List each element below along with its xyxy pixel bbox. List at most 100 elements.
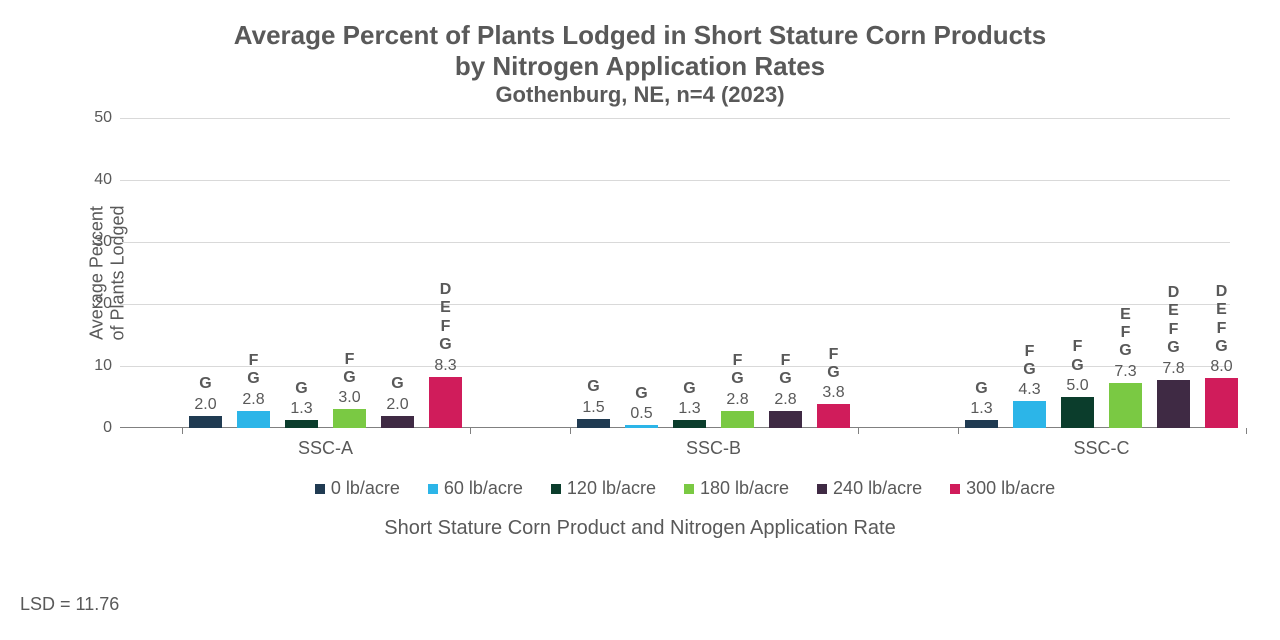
bar-value-label: 1.3 bbox=[678, 400, 700, 418]
legend-swatch bbox=[428, 484, 438, 494]
bar-value-label: 0.5 bbox=[630, 405, 652, 423]
bar: 2.0G bbox=[189, 416, 222, 428]
bar: 2.8F G bbox=[721, 411, 754, 428]
y-tick: 30 bbox=[94, 233, 112, 251]
y-axis: 01020304050 bbox=[85, 118, 120, 428]
group-label: SSC-B bbox=[686, 438, 741, 459]
bar-significance-letters: G bbox=[199, 375, 211, 393]
bar-value-label: 3.8 bbox=[822, 384, 844, 402]
bar-significance-letters: F G bbox=[827, 346, 839, 383]
bar-significance-letters: F G bbox=[247, 352, 259, 389]
legend-label: 180 lb/acre bbox=[700, 478, 789, 499]
y-tick: 20 bbox=[94, 295, 112, 313]
legend-swatch bbox=[817, 484, 827, 494]
bar: 1.3G bbox=[285, 420, 318, 428]
bar-value-label: 8.0 bbox=[1210, 358, 1232, 376]
grid-line bbox=[120, 118, 1230, 119]
bar-value-label: 2.8 bbox=[242, 391, 264, 409]
legend-swatch bbox=[551, 484, 561, 494]
title-block: Average Percent of Plants Lodged in Shor… bbox=[30, 20, 1250, 108]
bar: 3.0F G bbox=[333, 409, 366, 428]
legend-label: 0 lb/acre bbox=[331, 478, 400, 499]
bar: 0.5G bbox=[625, 425, 658, 428]
legend-label: 240 lb/acre bbox=[833, 478, 922, 499]
bar: 1.3G bbox=[673, 420, 706, 428]
chart-title-line1: Average Percent of Plants Lodged in Shor… bbox=[30, 20, 1250, 51]
bar-significance-letters: G bbox=[975, 380, 987, 398]
legend-label: 120 lb/acre bbox=[567, 478, 656, 499]
bar: 7.3E F G bbox=[1109, 383, 1142, 428]
bar-value-label: 5.0 bbox=[1066, 377, 1088, 395]
bar-significance-letters: G bbox=[635, 385, 647, 403]
legend-swatch bbox=[950, 484, 960, 494]
bar-value-label: 2.8 bbox=[726, 391, 748, 409]
bar-significance-letters: F G bbox=[779, 352, 791, 389]
legend-item: 240 lb/acre bbox=[817, 478, 922, 499]
bar-value-label: 1.3 bbox=[970, 400, 992, 418]
legend-item: 300 lb/acre bbox=[950, 478, 1055, 499]
bar-value-label: 2.8 bbox=[774, 391, 796, 409]
bar: 1.3G bbox=[965, 420, 998, 428]
bar-significance-letters: G bbox=[683, 380, 695, 398]
bar: 3.8F G bbox=[817, 404, 850, 428]
x-axis-title: Short Stature Corn Product and Nitrogen … bbox=[30, 517, 1250, 540]
bar: 1.5G bbox=[577, 419, 610, 428]
grid-line bbox=[120, 304, 1230, 305]
bar: 5.0F G bbox=[1061, 397, 1094, 428]
x-tick-mark bbox=[470, 428, 471, 434]
group-label: SSC-A bbox=[298, 438, 353, 459]
bar-significance-letters: G bbox=[295, 380, 307, 398]
x-tick-mark bbox=[958, 428, 959, 434]
lsd-text: LSD = 11.76 bbox=[20, 594, 119, 615]
legend-item: 180 lb/acre bbox=[684, 478, 789, 499]
bar: 2.8F G bbox=[769, 411, 802, 428]
bar: 8.3D E F G bbox=[429, 377, 462, 428]
legend-item: 60 lb/acre bbox=[428, 478, 523, 499]
bar-significance-letters: F G bbox=[1023, 343, 1035, 380]
y-tick: 10 bbox=[94, 357, 112, 375]
chart-container: Average Percent of Plants Lodged in Shor… bbox=[0, 0, 1280, 640]
bar-significance-letters: F G bbox=[343, 351, 355, 388]
grid-line bbox=[120, 242, 1230, 243]
bar-significance-letters: D E F G bbox=[439, 281, 451, 355]
bar-value-label: 1.5 bbox=[582, 399, 604, 417]
legend-swatch bbox=[315, 484, 325, 494]
bar-value-label: 8.3 bbox=[434, 357, 456, 375]
legend-label: 60 lb/acre bbox=[444, 478, 523, 499]
bar-significance-letters: D E F G bbox=[1167, 284, 1179, 358]
bar-value-label: 7.8 bbox=[1162, 360, 1184, 378]
y-tick: 0 bbox=[103, 419, 112, 437]
grid-line bbox=[120, 180, 1230, 181]
bar-significance-letters: D E F G bbox=[1215, 283, 1227, 357]
chart-title-line2: by Nitrogen Application Rates bbox=[30, 51, 1250, 82]
legend-label: 300 lb/acre bbox=[966, 478, 1055, 499]
chart-subtitle: Gothenburg, NE, n=4 (2023) bbox=[30, 82, 1250, 108]
bar: 2.0G bbox=[381, 416, 414, 428]
bar: 4.3F G bbox=[1013, 401, 1046, 428]
bar-value-label: 7.3 bbox=[1114, 363, 1136, 381]
legend-swatch bbox=[684, 484, 694, 494]
group-label: SSC-C bbox=[1073, 438, 1129, 459]
y-tick: 40 bbox=[94, 171, 112, 189]
bar-value-label: 1.3 bbox=[290, 400, 312, 418]
bar-significance-letters: G bbox=[587, 378, 599, 396]
bar: 7.8D E F G bbox=[1157, 380, 1190, 428]
bar-significance-letters: G bbox=[391, 375, 403, 393]
bar: 2.8F G bbox=[237, 411, 270, 428]
bars-region: SSC-A2.0G2.8F G1.3G3.0F G2.0G8.3D E F GS… bbox=[120, 118, 1230, 428]
x-tick-mark bbox=[570, 428, 571, 434]
legend: 0 lb/acre 60 lb/acre 120 lb/acre 180 lb/acr… bbox=[120, 478, 1250, 499]
bar: 8.0D E F G bbox=[1205, 378, 1238, 428]
legend-item: 0 lb/acre bbox=[315, 478, 400, 499]
bar-value-label: 3.0 bbox=[338, 389, 360, 407]
bar-significance-letters: F G bbox=[1071, 338, 1083, 375]
x-tick-mark bbox=[1246, 428, 1247, 434]
bar-significance-letters: E F G bbox=[1119, 306, 1131, 361]
bar-significance-letters: F G bbox=[731, 352, 743, 389]
bar-value-label: 2.0 bbox=[386, 396, 408, 414]
y-tick: 50 bbox=[94, 109, 112, 127]
grid-line bbox=[120, 366, 1230, 367]
plot-area: Average Percentof Plants Lodged 01020304… bbox=[120, 118, 1230, 428]
x-tick-mark bbox=[182, 428, 183, 434]
legend-item: 120 lb/acre bbox=[551, 478, 656, 499]
